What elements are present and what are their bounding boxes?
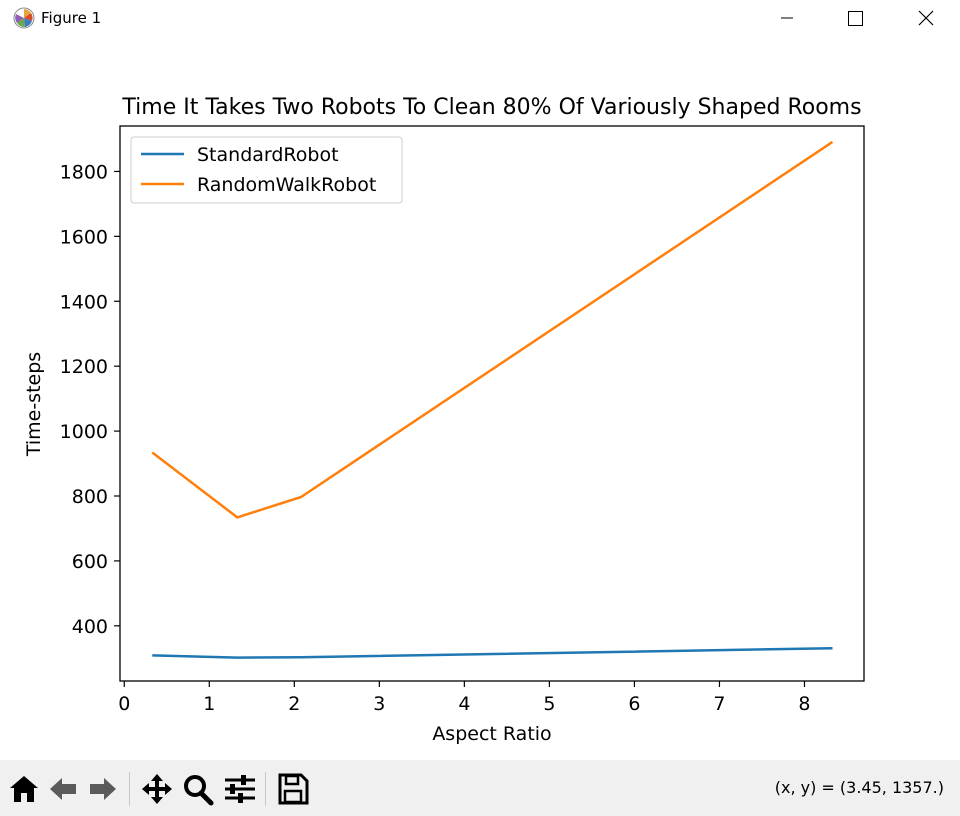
y-tick-label: 1200 [60, 356, 108, 378]
line-chart: Time It Takes Two Robots To Clean 80% Of… [23, 95, 865, 745]
x-tick-label: 2 [288, 693, 300, 715]
close-button[interactable] [902, 0, 948, 36]
minimize-button[interactable] [764, 0, 810, 36]
x-tick-label: 4 [458, 693, 470, 715]
window-title: Figure 1 [41, 9, 102, 27]
y-tick-label: 1000 [60, 421, 108, 443]
series-group [151, 140, 834, 659]
y-tick-label: 600 [72, 551, 108, 573]
legend-box [130, 136, 403, 204]
home-button[interactable] [6, 772, 42, 806]
back-button[interactable] [46, 772, 82, 806]
pan-icon [142, 774, 172, 804]
title-bar: Figure 1 [0, 0, 960, 36]
close-icon [918, 10, 934, 26]
x-tick-label: 1 [203, 693, 215, 715]
pan-button[interactable] [139, 772, 175, 806]
forward-button[interactable] [84, 772, 120, 806]
save-button[interactable] [275, 772, 311, 806]
matplotlib-icon [13, 7, 35, 29]
configure-subplots-icon [225, 775, 255, 803]
x-tick-label: 3 [373, 693, 385, 715]
zoom-icon [184, 775, 214, 806]
cursor-coordinates: (x, y) = (3.45, 1357.) [774, 778, 944, 797]
configure-subplots-button[interactable] [222, 772, 258, 806]
x-tick-label: 5 [543, 693, 555, 715]
back-icon [50, 778, 76, 800]
x-tick-label: 0 [118, 693, 130, 715]
y-axis-label: Time-steps [23, 352, 45, 457]
x-tick-label: 6 [628, 693, 640, 715]
chart-title: Time It Takes Two Robots To Clean 80% Of… [121, 95, 861, 120]
maximize-icon [848, 11, 863, 26]
y-tick-label: 1600 [60, 226, 108, 248]
home-icon [10, 776, 38, 802]
x-axis: 0 1 2 3 4 5 6 7 8 [118, 681, 811, 715]
plot-frame [119, 125, 865, 682]
legend-label-standard: StandardRobot [197, 144, 339, 166]
series-line-standard [152, 646, 833, 659]
y-tick-label: 400 [72, 616, 108, 638]
figure-canvas[interactable]: Time It Takes Two Robots To Clean 80% Of… [0, 36, 960, 760]
zoom-button[interactable] [180, 772, 216, 806]
toolbar-separator [265, 772, 266, 806]
maximize-button[interactable] [832, 0, 878, 36]
y-tick-label: 1800 [60, 161, 108, 183]
x-tick-label: 7 [713, 693, 725, 715]
forward-icon [90, 778, 116, 800]
legend-label-random: RandomWalkRobot [197, 174, 376, 196]
legend: StandardRobot RandomWalkRobot [130, 136, 403, 204]
save-icon [278, 773, 309, 805]
y-tick-label: 1400 [60, 291, 108, 313]
x-axis-label: Aspect Ratio [432, 723, 551, 745]
y-tick-label: 800 [72, 486, 108, 508]
x-tick-label: 8 [798, 693, 810, 715]
y-axis: 400 600 800 1000 1200 1400 1600 1800 [60, 161, 120, 638]
navigation-toolbar: (x, y) = (3.45, 1357.) [0, 760, 960, 816]
toolbar-separator [129, 772, 130, 806]
minimize-icon [781, 17, 793, 19]
series-line-random [151, 140, 834, 519]
